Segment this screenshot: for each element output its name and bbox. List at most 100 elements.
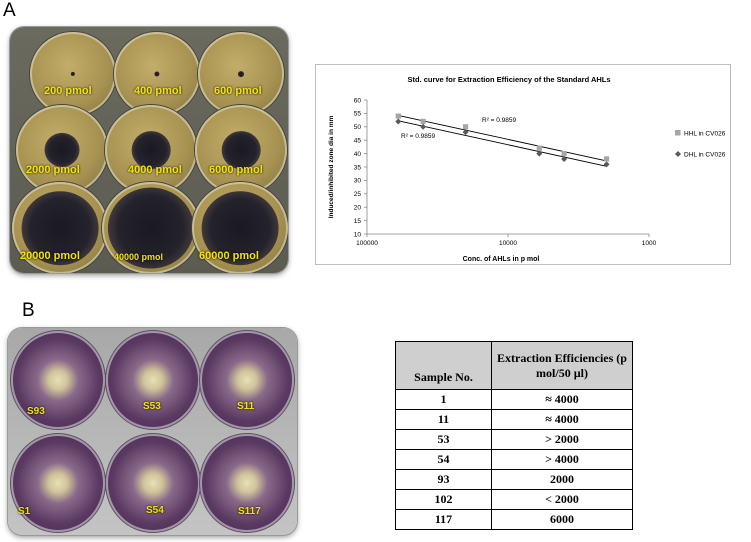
r-squared-annotation: R² = 0.9859 [482, 117, 517, 124]
column-header-efficiency: Extraction Efficiencies (p mol/50 µl) [491, 341, 633, 390]
sample-cell: 54 [395, 449, 492, 470]
dish-label: 2000 pmol [26, 164, 80, 176]
trendline [398, 114, 607, 162]
petri-dish-photo-a: 200 pmol 400 pmol 600 pmol 2000 pmol 400… [10, 27, 288, 273]
table-row: 53 > 2000 [395, 429, 633, 450]
data-point-hhl [420, 118, 426, 125]
inhibition-zone [44, 132, 80, 168]
dish-label: 6000 pmol [209, 164, 263, 176]
table-row: 117 6000 [395, 509, 633, 530]
inhibition-zone [70, 71, 76, 77]
petri-dish: S54 [106, 434, 200, 532]
sample-cell: 102 [395, 489, 492, 510]
dish-label: S1 [18, 506, 31, 517]
petri-dish: 600 pmol [198, 32, 284, 116]
legend-marker-dhl [675, 151, 681, 157]
y-tick-label: 30 [354, 178, 362, 185]
dish-label: 200 pmol [44, 85, 92, 97]
column-header-sample: Sample No. [395, 341, 492, 390]
x-tick-label: 100000 [356, 240, 378, 247]
y-axis-label: Induced/inhibited zone dia in mm [328, 116, 335, 219]
inhibition-zone [107, 187, 195, 269]
y-tick-label: 50 [354, 124, 362, 131]
column-header-efficiency-text: Extraction Efficiencies (p mol/50 µl) [497, 350, 627, 380]
sample-cell: 53 [395, 429, 492, 450]
data-point-hhl [462, 124, 469, 130]
dish-label: 40000 pmol [114, 252, 164, 262]
y-tick-label: 40 [354, 151, 362, 158]
y-tick-label: 15 [354, 218, 362, 225]
dish-label: 600 pmol [214, 85, 262, 97]
inhibition-zone [201, 191, 279, 265]
standard-curve-chart: Std. curve for Extraction Efficiency of … [315, 64, 731, 265]
petri-dish: 40000 pmol [102, 182, 200, 273]
data-point-hhl [561, 151, 567, 157]
data-point-hhl [536, 145, 542, 151]
y-tick-label: 45 [354, 138, 362, 145]
table-row: 54 > 4000 [395, 449, 633, 470]
panel-label-b: B [22, 300, 35, 321]
efficiency-cell: > 2000 [491, 429, 633, 450]
petri-dish: 4000 pmol [105, 105, 197, 195]
legend-marker-hhl [675, 130, 681, 136]
petri-dish: S93 [11, 331, 105, 429]
y-tick-label: 60 [354, 97, 362, 104]
table-row: 1 ≈ 4000 [395, 389, 633, 410]
trendline [398, 120, 607, 167]
inhibition-zone [237, 71, 245, 77]
dish-label: S117 [238, 506, 261, 517]
data-point-dhl [462, 129, 469, 136]
petri-dish-photo-b: S93 S53 S11 S1 S54 S117 [8, 328, 297, 535]
table-row: 93 2000 [395, 469, 633, 490]
chart-svg: Std. curve for Extraction Efficiency of … [328, 75, 726, 263]
sample-cell: 93 [395, 469, 492, 490]
dish-label: S53 [143, 401, 161, 412]
y-tick-label: 10 [354, 231, 362, 238]
chart-points [395, 113, 610, 168]
dish-label: S54 [146, 505, 164, 516]
data-point-dhl [561, 155, 568, 162]
petri-dish: 400 pmol [114, 32, 200, 116]
efficiency-cell: > 4000 [491, 449, 633, 470]
petri-dish: S117 [200, 434, 294, 532]
data-point-hhl [603, 156, 610, 162]
efficiency-cell: ≈ 4000 [491, 409, 633, 430]
data-point-dhl [536, 150, 543, 157]
efficiency-cell: < 2000 [491, 489, 633, 510]
inhibition-zone [154, 71, 160, 77]
dish-label: S93 [27, 406, 45, 417]
petri-dish: S53 [106, 331, 200, 429]
dish-label: S11 [237, 401, 255, 412]
sample-cell: 11 [395, 409, 492, 430]
x-axis-label: Conc. of AHLs in p mol [463, 256, 540, 263]
x-tick-label: 10000 [499, 240, 517, 247]
inhibition-zone [21, 191, 99, 265]
dish-label: 4000 pmol [128, 164, 182, 176]
x-tick-label: 1000 [642, 240, 657, 247]
petri-dish: 2000 pmol [16, 105, 108, 195]
chart-axes: 10 15 20 25 30 35 40 45 50 55 60 100000 10000 1000 [354, 97, 657, 247]
chart-trendlines [398, 114, 607, 167]
y-tick-label: 55 [354, 111, 362, 118]
data-point-hhl [395, 113, 401, 119]
table-row: 11 ≈ 4000 [395, 409, 633, 430]
efficiency-cell: 2000 [491, 469, 633, 490]
dish-label: 60000 pmol [199, 250, 259, 262]
y-tick-label: 25 [354, 191, 362, 198]
data-point-dhl [395, 118, 402, 125]
extraction-efficiency-table: Sample No. Extraction Efficiencies (p mo… [395, 341, 633, 530]
data-point-dhl [603, 161, 610, 168]
legend-label: DHL in CV026 [684, 151, 726, 158]
sample-cell: 117 [395, 509, 492, 530]
inhibition-zone [221, 131, 261, 169]
petri-dish: 60000 pmol [192, 182, 288, 273]
table-header-row: Sample No. Extraction Efficiencies (p mo… [395, 341, 633, 390]
y-tick-label: 35 [354, 164, 362, 171]
r-squared-annotation: R² = 0.9859 [401, 133, 436, 140]
petri-dish: 6000 pmol [195, 105, 287, 195]
chart-legend: HHL in CV026 DHL in CV026 [675, 130, 726, 158]
efficiency-cell: 6000 [491, 509, 633, 530]
y-tick-label: 20 [354, 205, 362, 212]
dish-label: 20000 pmol [20, 250, 80, 262]
petri-dish: 200 pmol [30, 32, 116, 116]
